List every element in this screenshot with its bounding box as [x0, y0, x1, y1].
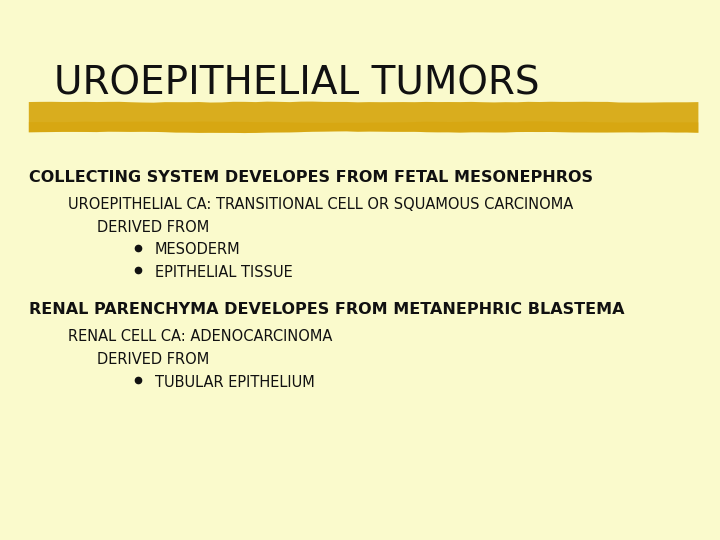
Text: DERIVED FROM: DERIVED FROM — [97, 220, 210, 235]
Text: COLLECTING SYSTEM DEVELOPES FROM FETAL MESONEPHROS: COLLECTING SYSTEM DEVELOPES FROM FETAL M… — [29, 170, 593, 185]
Text: DERIVED FROM: DERIVED FROM — [97, 352, 210, 367]
Polygon shape — [29, 102, 698, 133]
Polygon shape — [29, 122, 698, 133]
Text: RENAL CELL CA: ADENOCARCINOMA: RENAL CELL CA: ADENOCARCINOMA — [68, 329, 333, 345]
Text: EPITHELIAL TISSUE: EPITHELIAL TISSUE — [155, 265, 292, 280]
Text: TUBULAR EPITHELIUM: TUBULAR EPITHELIUM — [155, 375, 315, 390]
Text: MESODERM: MESODERM — [155, 242, 240, 258]
Text: UROEPITHELIAL CA: TRANSITIONAL CELL OR SQUAMOUS CARCINOMA: UROEPITHELIAL CA: TRANSITIONAL CELL OR S… — [68, 197, 574, 212]
Text: UROEPITHELIAL TUMORS: UROEPITHELIAL TUMORS — [54, 65, 539, 103]
Text: RENAL PARENCHYMA DEVELOPES FROM METANEPHRIC BLASTEMA: RENAL PARENCHYMA DEVELOPES FROM METANEPH… — [29, 302, 624, 318]
